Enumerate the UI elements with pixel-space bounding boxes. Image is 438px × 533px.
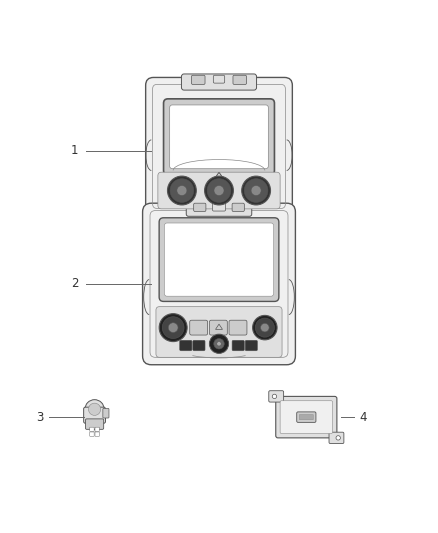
FancyBboxPatch shape [164,223,274,296]
FancyBboxPatch shape [194,203,206,212]
Text: 2: 2 [71,278,79,290]
FancyBboxPatch shape [158,172,280,209]
Circle shape [205,176,233,205]
FancyBboxPatch shape [90,427,94,432]
FancyBboxPatch shape [159,218,279,302]
FancyBboxPatch shape [245,340,258,351]
FancyBboxPatch shape [233,75,247,84]
Circle shape [242,176,271,205]
Circle shape [272,394,277,399]
Circle shape [168,323,178,333]
FancyBboxPatch shape [95,432,99,437]
Circle shape [251,185,261,196]
Circle shape [336,435,340,440]
FancyBboxPatch shape [212,203,226,211]
FancyBboxPatch shape [229,320,247,335]
FancyBboxPatch shape [170,105,268,169]
FancyBboxPatch shape [213,75,225,83]
Circle shape [207,179,231,203]
FancyBboxPatch shape [146,77,292,215]
Text: 3: 3 [36,410,44,424]
Circle shape [214,185,224,196]
Circle shape [217,342,221,346]
Circle shape [88,403,101,415]
FancyBboxPatch shape [190,320,208,335]
Circle shape [167,176,196,205]
FancyBboxPatch shape [209,320,227,335]
Text: 4: 4 [359,410,367,424]
Circle shape [255,318,274,337]
FancyBboxPatch shape [85,419,104,430]
FancyBboxPatch shape [299,415,313,420]
Circle shape [162,317,184,338]
Polygon shape [213,172,225,181]
FancyBboxPatch shape [269,391,284,402]
FancyBboxPatch shape [181,74,257,90]
Circle shape [214,338,224,349]
FancyBboxPatch shape [329,432,344,443]
Circle shape [177,185,187,196]
FancyBboxPatch shape [280,401,332,433]
FancyBboxPatch shape [95,427,99,432]
Circle shape [159,313,187,342]
FancyBboxPatch shape [297,412,316,422]
Text: 1: 1 [71,144,79,157]
FancyBboxPatch shape [232,203,244,212]
FancyBboxPatch shape [84,407,106,423]
FancyBboxPatch shape [180,340,192,351]
Circle shape [253,316,277,340]
FancyBboxPatch shape [163,99,275,175]
Circle shape [85,400,104,419]
FancyBboxPatch shape [143,203,295,365]
FancyBboxPatch shape [156,306,282,357]
FancyBboxPatch shape [193,340,205,351]
Circle shape [209,334,229,353]
FancyBboxPatch shape [276,397,337,438]
Circle shape [170,179,194,203]
FancyBboxPatch shape [103,408,109,418]
FancyBboxPatch shape [186,203,252,216]
Circle shape [244,179,268,203]
FancyBboxPatch shape [232,340,244,351]
FancyBboxPatch shape [90,432,94,437]
FancyBboxPatch shape [191,75,205,84]
Circle shape [261,324,269,332]
